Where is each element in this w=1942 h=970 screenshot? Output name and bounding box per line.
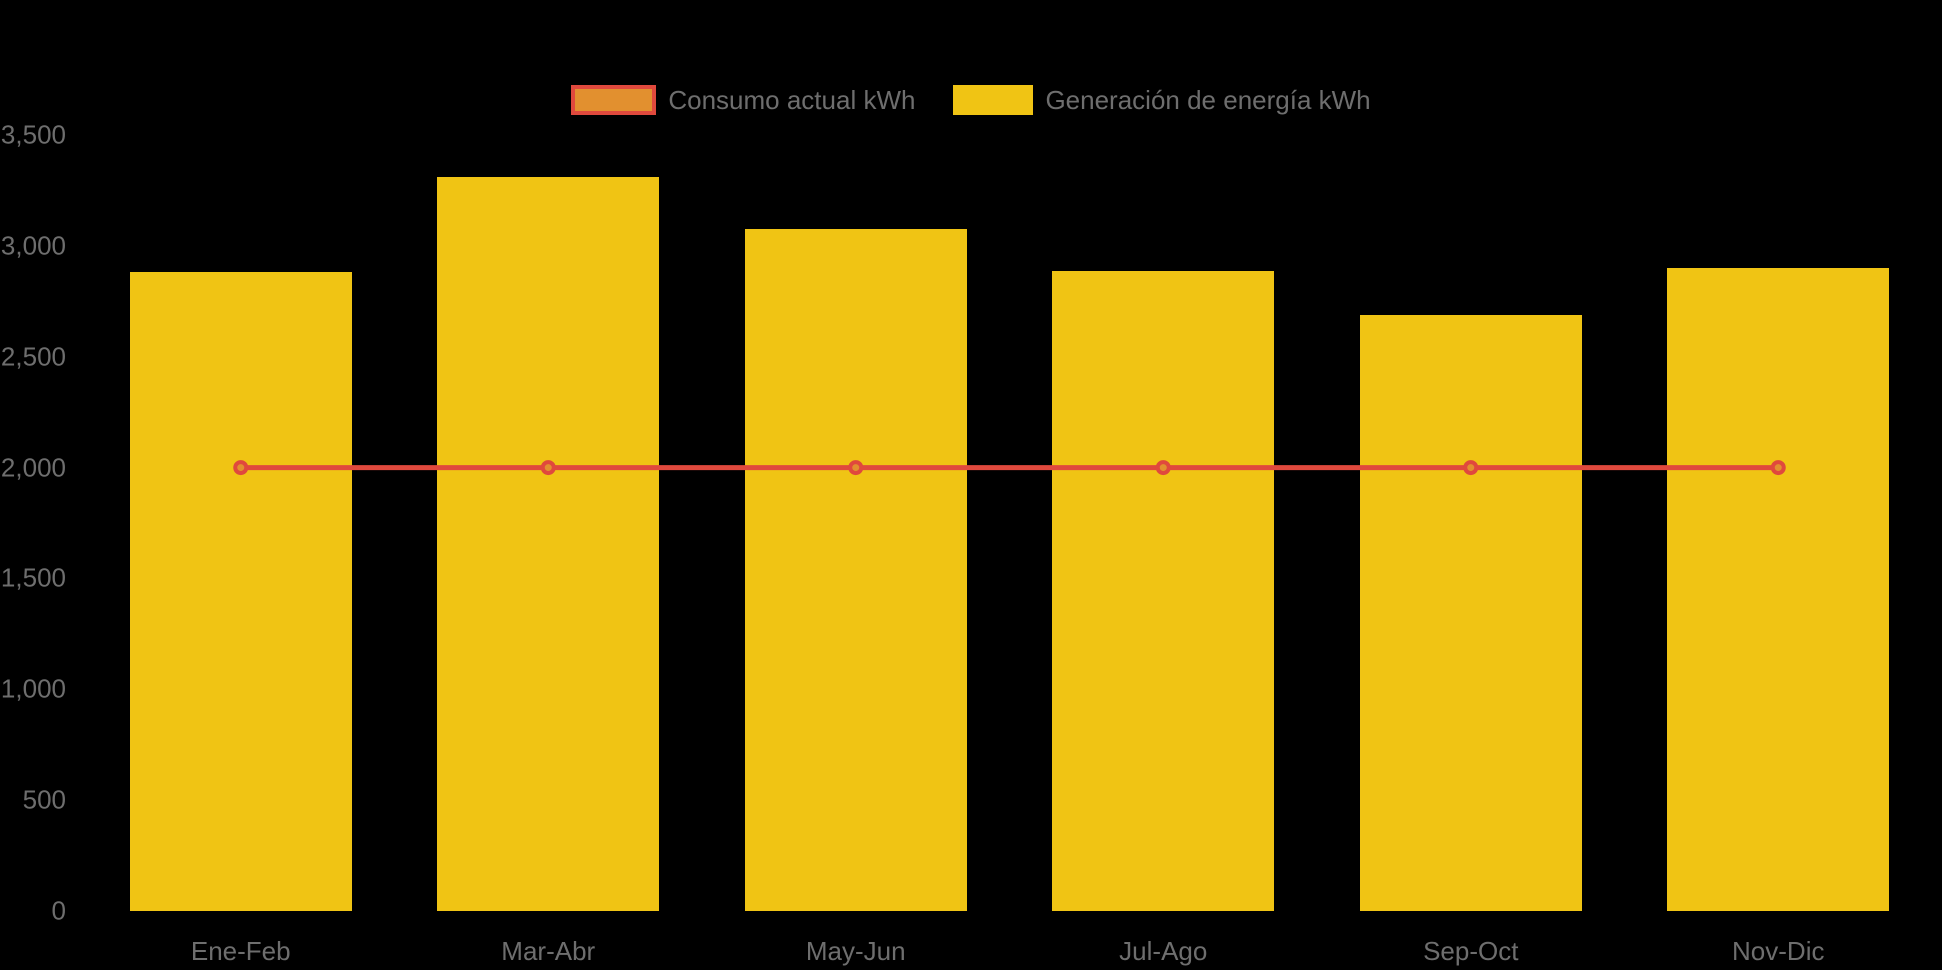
- line-marker-ene-feb[interactable]: [233, 460, 249, 476]
- y-axis-label: 1,000: [0, 673, 66, 704]
- y-axis-label: 1,500: [0, 562, 66, 593]
- x-axis-label-mar-abr: Mar-Abr: [501, 936, 596, 966]
- legend-item-consumo-actual-kwh[interactable]: Consumo actual kWh: [571, 85, 915, 115]
- line-series-swatch: [571, 85, 657, 115]
- bar-ene-feb[interactable]: [129, 272, 352, 911]
- chart-legend: Consumo actual kWh Generación de energía …: [0, 85, 1942, 115]
- y-axis-label: 2,000: [0, 452, 66, 483]
- bar-nov-dic[interactable]: [1667, 268, 1890, 911]
- line-marker-may-jun[interactable]: [848, 460, 864, 476]
- bar-may-jun[interactable]: [744, 229, 967, 911]
- legend-label: Consumo actual kWh: [668, 85, 916, 115]
- x-axis-label-may-jun: May-Jun: [805, 936, 906, 966]
- bar-mar-abr[interactable]: [437, 177, 660, 911]
- y-axis-label: 3,000: [0, 230, 66, 261]
- x-axis-label-ene-feb: Ene-Feb: [190, 936, 291, 966]
- y-axis-label: 3,500: [0, 119, 66, 150]
- bar-jul-ago[interactable]: [1052, 271, 1275, 911]
- legend-label: Generación de energía kWh: [1045, 85, 1371, 115]
- bar-series-swatch: [953, 85, 1034, 115]
- x-axis-label-sep-oct: Sep-Oct: [1423, 936, 1519, 966]
- line-marker-mar-abr[interactable]: [540, 460, 556, 476]
- y-axis-label: 500: [22, 784, 66, 815]
- line-marker-sep-oct[interactable]: [1463, 460, 1479, 476]
- y-axis-label: 2,500: [0, 341, 66, 372]
- line-marker-jul-ago[interactable]: [1155, 460, 1171, 476]
- x-axis-label-nov-dic: Nov-Dic: [1732, 936, 1825, 966]
- x-axis-label-jul-ago: Jul-Ago: [1119, 936, 1208, 966]
- y-axis-label: 0: [51, 895, 66, 926]
- legend-item-generacion-de-energia-kwh[interactable]: Generación de energía kWh: [953, 85, 1371, 115]
- line-marker-nov-dic[interactable]: [1770, 460, 1786, 476]
- bar-sep-oct[interactable]: [1359, 314, 1582, 911]
